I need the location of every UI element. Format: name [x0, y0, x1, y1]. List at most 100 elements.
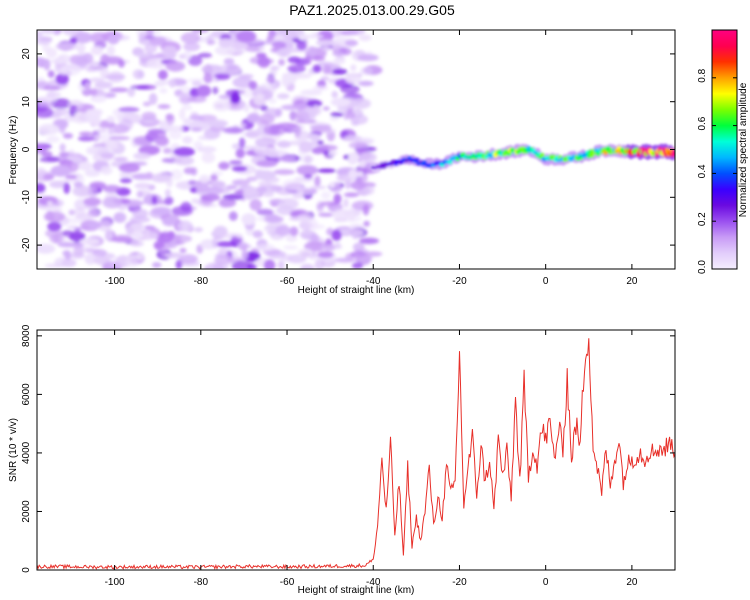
- noise-blob: [132, 208, 149, 219]
- noise-blob: [187, 55, 203, 66]
- noise-blob: [146, 57, 167, 69]
- noise-blob: [37, 31, 43, 38]
- noise-blob: [136, 252, 145, 261]
- noise-blob: [363, 220, 370, 227]
- noise-blob: [243, 104, 250, 113]
- noise-blob: [308, 218, 318, 230]
- noise-blob: [52, 207, 63, 213]
- noise-blob: [275, 225, 291, 236]
- noise-blob: [176, 220, 193, 232]
- snr-y-axis-label: SNR (10 * v/v): [8, 418, 19, 482]
- noise-blob: [129, 216, 151, 223]
- noise-blob: [275, 30, 292, 36]
- noise-blob: [281, 253, 293, 262]
- noise-blob: [113, 156, 128, 162]
- noise-blob: [125, 258, 139, 268]
- colorbar-label: Normalized spectral amplitude: [738, 82, 749, 217]
- noise-blob: [214, 255, 235, 265]
- noise-blob: [37, 96, 57, 102]
- noise-blob: [106, 45, 116, 56]
- noise-blob: [75, 55, 89, 67]
- noise-blob: [174, 156, 195, 166]
- noise-blob: [96, 148, 112, 155]
- noise-blob: [362, 204, 370, 216]
- heatmap-signal-track: [370, 143, 675, 173]
- noise-blob: [46, 91, 61, 98]
- noise-blob: [77, 136, 95, 142]
- noise-blob: [335, 36, 347, 46]
- noise-blob: [214, 45, 236, 56]
- noise-blob: [277, 260, 285, 269]
- noise-blob: [333, 193, 342, 204]
- noise-blob: [175, 260, 183, 269]
- noise-blob: [358, 80, 374, 87]
- noise-blob: [79, 184, 87, 196]
- noise-blob: [317, 140, 324, 145]
- noise-blob: [230, 235, 239, 248]
- noise-blob: [260, 82, 276, 88]
- noise-blob: [54, 110, 63, 118]
- noise-blob: [269, 65, 277, 77]
- noise-blob: [237, 242, 249, 249]
- noise-blob: [252, 230, 263, 239]
- colorbar: 0.0 0.2 0.4 0.6 0.8 Normalized spectral ampl…: [697, 29, 749, 274]
- noise-blob: [111, 234, 133, 243]
- noise-blob: [317, 168, 336, 173]
- noise-blob: [345, 30, 366, 36]
- noise-blob: [300, 263, 315, 269]
- noise-blob: [260, 105, 269, 112]
- noise-blob: [154, 80, 166, 87]
- noise-blob: [46, 135, 60, 143]
- noise-blob: [300, 115, 311, 120]
- noise-blob: [267, 86, 277, 94]
- noise-blob: [165, 61, 186, 72]
- noise-blob: [135, 118, 155, 124]
- noise-blob: [119, 171, 133, 179]
- noise-blob: [50, 58, 66, 65]
- noise-blob: [306, 46, 317, 57]
- noise-blob: [94, 81, 113, 89]
- noise-blob: [277, 93, 290, 100]
- noise-blob: [323, 244, 335, 252]
- noise-blob: [125, 254, 141, 259]
- noise-blob: [358, 34, 372, 42]
- heatmap-y-tick-label: 20: [21, 48, 32, 60]
- noise-blob: [246, 113, 261, 123]
- noise-blob: [348, 141, 369, 149]
- heatmap-y-tick-label: -10: [21, 190, 32, 205]
- noise-blob: [187, 78, 205, 83]
- snr-x-tick-label: -60: [280, 577, 295, 588]
- noise-blob: [264, 107, 280, 119]
- noise-blob: [303, 34, 324, 39]
- noise-blob: [248, 80, 258, 90]
- snr-y-tick-label: 4000: [21, 441, 32, 464]
- noise-blob: [49, 234, 64, 244]
- noise-blob: [322, 106, 330, 111]
- noise-blob: [46, 200, 53, 206]
- noise-blob: [316, 204, 324, 213]
- noise-blob: [178, 108, 186, 120]
- noise-blob: [106, 115, 116, 123]
- noise-blob: [166, 114, 175, 126]
- noise-blob: [145, 131, 167, 139]
- noise-blob: [171, 234, 192, 243]
- noise-blob: [201, 152, 216, 164]
- noise-blob: [330, 97, 351, 107]
- noise-blob: [197, 52, 213, 58]
- noise-blob: [151, 195, 158, 205]
- noise-blob: [54, 257, 70, 268]
- noise-blob: [265, 151, 279, 158]
- noise-blob: [268, 97, 277, 104]
- noise-blob: [200, 193, 221, 202]
- noise-blob: [70, 105, 78, 110]
- noise-blob: [173, 147, 196, 157]
- noise-blob: [218, 161, 230, 170]
- noise-blob: [317, 30, 334, 42]
- noise-blob: [37, 143, 47, 154]
- heatmap-y-axis: -20 -10 0 10 20: [21, 48, 675, 252]
- noise-blob: [113, 212, 127, 223]
- noise-blob: [282, 179, 302, 191]
- noise-blob: [266, 214, 279, 221]
- heatmap-x-tick-label: 20: [626, 276, 638, 287]
- noise-blob: [359, 237, 380, 245]
